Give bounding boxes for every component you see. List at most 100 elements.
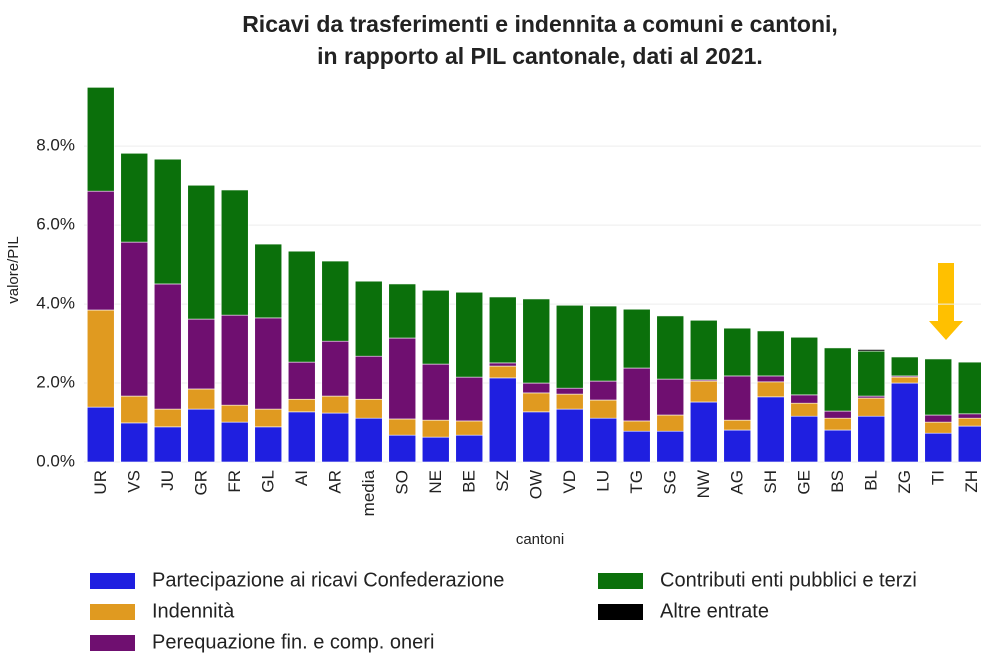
bar-segment	[421, 436, 450, 463]
bar-segment	[86, 406, 115, 463]
bar-segment	[857, 349, 886, 352]
legend-label: Partecipazione ai ricavi Confederazione	[152, 569, 504, 591]
x-tick-label: SH	[761, 470, 780, 494]
bar-segment	[488, 362, 517, 367]
bar-segment	[321, 412, 350, 463]
bar-segment	[153, 408, 182, 428]
bar-segment	[555, 408, 584, 463]
bar-segment	[86, 309, 115, 408]
bar-segment	[656, 414, 685, 432]
bar-segment	[689, 319, 718, 381]
y-tick-label: 0.0%	[36, 451, 75, 470]
bar-segment	[622, 420, 651, 432]
x-tick-label: AR	[326, 470, 345, 494]
bar-segment	[120, 422, 149, 463]
bar-segment	[689, 401, 718, 463]
bar-segment	[957, 417, 981, 427]
x-tick-label: NE	[426, 470, 445, 494]
x-tick-label: GL	[259, 470, 278, 493]
bar-segment	[220, 314, 249, 406]
legend-label: Perequazione fin. e comp. oneri	[152, 631, 434, 653]
bar-segment	[790, 415, 819, 463]
bar-segment	[254, 317, 283, 410]
bar-segment	[187, 184, 216, 320]
bar-segment	[220, 421, 249, 463]
bar-segment	[656, 315, 685, 380]
bar-segment	[522, 298, 551, 384]
x-tick-label: OW	[527, 470, 546, 499]
x-tick-label: VS	[125, 470, 144, 493]
bar-segment	[220, 189, 249, 316]
bar-segment	[153, 158, 182, 285]
bar-segment	[756, 381, 785, 398]
bar-segment	[857, 350, 886, 397]
x-tick-label: SG	[661, 470, 680, 495]
bar-segment	[321, 395, 350, 414]
bar-segment	[890, 382, 919, 463]
bar-segment	[823, 417, 852, 431]
x-axis-label: cantoni	[516, 531, 564, 548]
x-tick-label: media	[359, 469, 378, 516]
bar-segment	[522, 382, 551, 394]
y-tick-label: 4.0%	[36, 294, 75, 313]
bar-segment	[723, 327, 752, 377]
bar-segment	[287, 250, 316, 363]
bar-segment	[555, 387, 584, 395]
legend-label: Indennità	[152, 600, 235, 622]
bar-segment	[120, 152, 149, 243]
bar-segment	[354, 280, 383, 357]
x-tick-label: JU	[158, 470, 177, 491]
bar-segment	[924, 414, 953, 423]
x-tick-label: LU	[594, 470, 613, 492]
bar-segment	[723, 375, 752, 421]
bar-segment	[120, 241, 149, 397]
x-tick-label: AI	[292, 470, 311, 486]
bar-segment	[924, 432, 953, 463]
x-tick-label: TG	[627, 470, 646, 494]
bar-segment	[455, 376, 484, 422]
x-tick-label: ZH	[962, 470, 981, 493]
bar-segment	[790, 402, 819, 417]
y-axis-label: valore/PIL	[5, 236, 22, 304]
bar-segment	[857, 397, 886, 417]
x-tick-label: AG	[728, 470, 747, 495]
x-tick-label: ZG	[895, 470, 914, 494]
x-tick-label: SO	[393, 470, 412, 495]
bar-segment	[890, 376, 919, 384]
legend-label: Contributi enti pubblici e terzi	[660, 569, 917, 591]
bar-segment	[254, 426, 283, 463]
y-tick-label: 8.0%	[36, 136, 75, 155]
bar-segment	[957, 425, 981, 463]
annotation-arrow	[929, 263, 963, 340]
x-tick-label: BL	[862, 470, 881, 491]
bar-segment	[756, 396, 785, 463]
y-tick-label: 6.0%	[36, 215, 75, 234]
bar-segment	[656, 430, 685, 463]
bar-segment	[354, 355, 383, 400]
bar-segment	[421, 289, 450, 365]
legend-swatch	[598, 604, 643, 620]
bar-segment	[488, 377, 517, 463]
x-tick-label: GE	[795, 470, 814, 495]
bar-segment	[421, 363, 450, 421]
bar-segment	[790, 336, 819, 396]
bar-segment	[187, 408, 216, 463]
x-tick-label: NW	[694, 470, 713, 498]
legend-swatch	[90, 635, 135, 651]
bar-segment	[388, 337, 417, 420]
bar-segment	[354, 417, 383, 463]
bar-segment	[622, 367, 651, 422]
bar-segment	[388, 283, 417, 339]
bar-segment	[957, 361, 981, 415]
bar-segment	[924, 421, 953, 434]
bar-segment	[622, 308, 651, 369]
bar-segment	[321, 340, 350, 397]
bar-segment	[589, 417, 618, 463]
bar-segment	[589, 305, 618, 382]
bar-segment	[153, 283, 182, 410]
y-tick-label: 2.0%	[36, 373, 75, 392]
bar-segment	[756, 330, 785, 377]
bar-segment	[220, 404, 249, 423]
bar-segment	[455, 434, 484, 463]
legend-swatch	[90, 604, 135, 620]
